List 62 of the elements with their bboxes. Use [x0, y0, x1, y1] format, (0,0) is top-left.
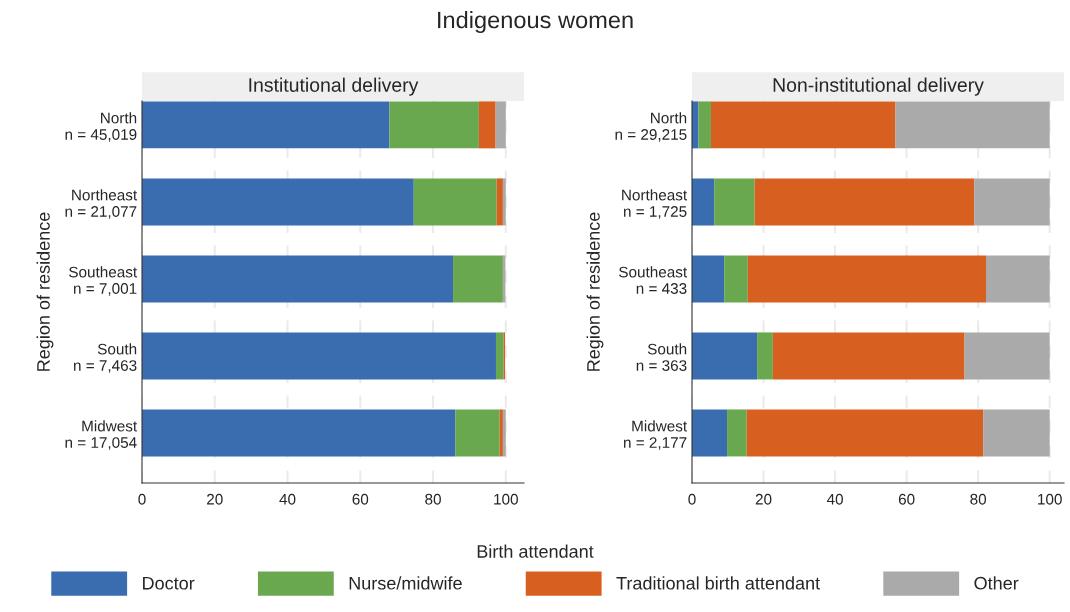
bar: [455, 409, 500, 457]
y-axis-title: Region of residence: [586, 212, 604, 371]
x-axis-title: Birth attendant: [477, 544, 594, 558]
x-tick-label: 20: [755, 493, 772, 505]
x-tick-label: 100: [1038, 493, 1062, 505]
x-tick-label: 80: [425, 493, 441, 505]
y-tick-label: North n = 45,019: [65, 112, 137, 142]
x-tick-label: 0: [688, 493, 696, 505]
bar: [698, 101, 711, 149]
bar: [142, 409, 456, 457]
bar: [724, 255, 748, 303]
bar: [142, 255, 454, 303]
text: Indigenous women: [438, 11, 633, 33]
x-tick-label: 80: [970, 493, 987, 505]
bar: [692, 409, 728, 457]
bar: [986, 255, 1050, 303]
x-tick-label: 60: [898, 493, 915, 505]
bar: [142, 178, 414, 226]
bar: [757, 332, 773, 380]
x-tick-label: 20: [207, 493, 223, 505]
y-tick-label: Southeast n = 433: [619, 266, 688, 294]
x-tick-label: 60: [352, 493, 369, 505]
x-tick-label: 0: [138, 493, 146, 505]
legend-label: Nurse/midwife: [349, 576, 462, 590]
y-tick-label: Midwest n = 2,177: [624, 420, 688, 450]
legend-label: Traditional birth attendant: [616, 576, 820, 590]
bar: [964, 332, 1050, 380]
y-tick-label: South n = 363: [636, 343, 687, 371]
y-tick-label: Southeast n = 7,001: [69, 266, 138, 296]
legend-label: Other: [974, 576, 1019, 590]
y-tick-label: North n = 29,215: [615, 112, 687, 142]
bar: [142, 332, 496, 380]
bar: [974, 178, 1050, 226]
bar: [727, 409, 747, 457]
bar: [746, 409, 984, 457]
bar: [714, 178, 755, 226]
bar: [495, 101, 506, 149]
bar: [754, 178, 975, 226]
y-axis-title: Region of residence: [36, 212, 54, 371]
bar: [747, 255, 987, 303]
x-tick-label: 100: [494, 493, 518, 505]
bar: [772, 332, 965, 380]
bar: [692, 255, 725, 303]
bar: [495, 332, 504, 380]
legend-label: Doctor: [143, 577, 195, 590]
bar: [496, 178, 503, 226]
bar: [983, 409, 1050, 457]
x-tick-label: 40: [279, 493, 296, 505]
chart-title: Non-institutional delivery: [773, 77, 984, 96]
y-tick-label: South n = 7,463: [74, 343, 137, 373]
bar: [478, 101, 496, 149]
bar: [502, 178, 506, 226]
y-tick-label: Northeast n = 1,725: [622, 189, 688, 219]
bar: [389, 101, 479, 149]
y-tick-label: Northeast n = 21,077: [65, 189, 138, 219]
chart-title: Institutional delivery: [249, 77, 419, 96]
x-tick-label: 40: [826, 493, 843, 505]
bar: [692, 332, 758, 380]
y-tick-label: Midwest n = 17,054: [65, 420, 138, 450]
bar: [453, 255, 503, 303]
bar: [692, 178, 715, 226]
bar: [413, 178, 497, 226]
